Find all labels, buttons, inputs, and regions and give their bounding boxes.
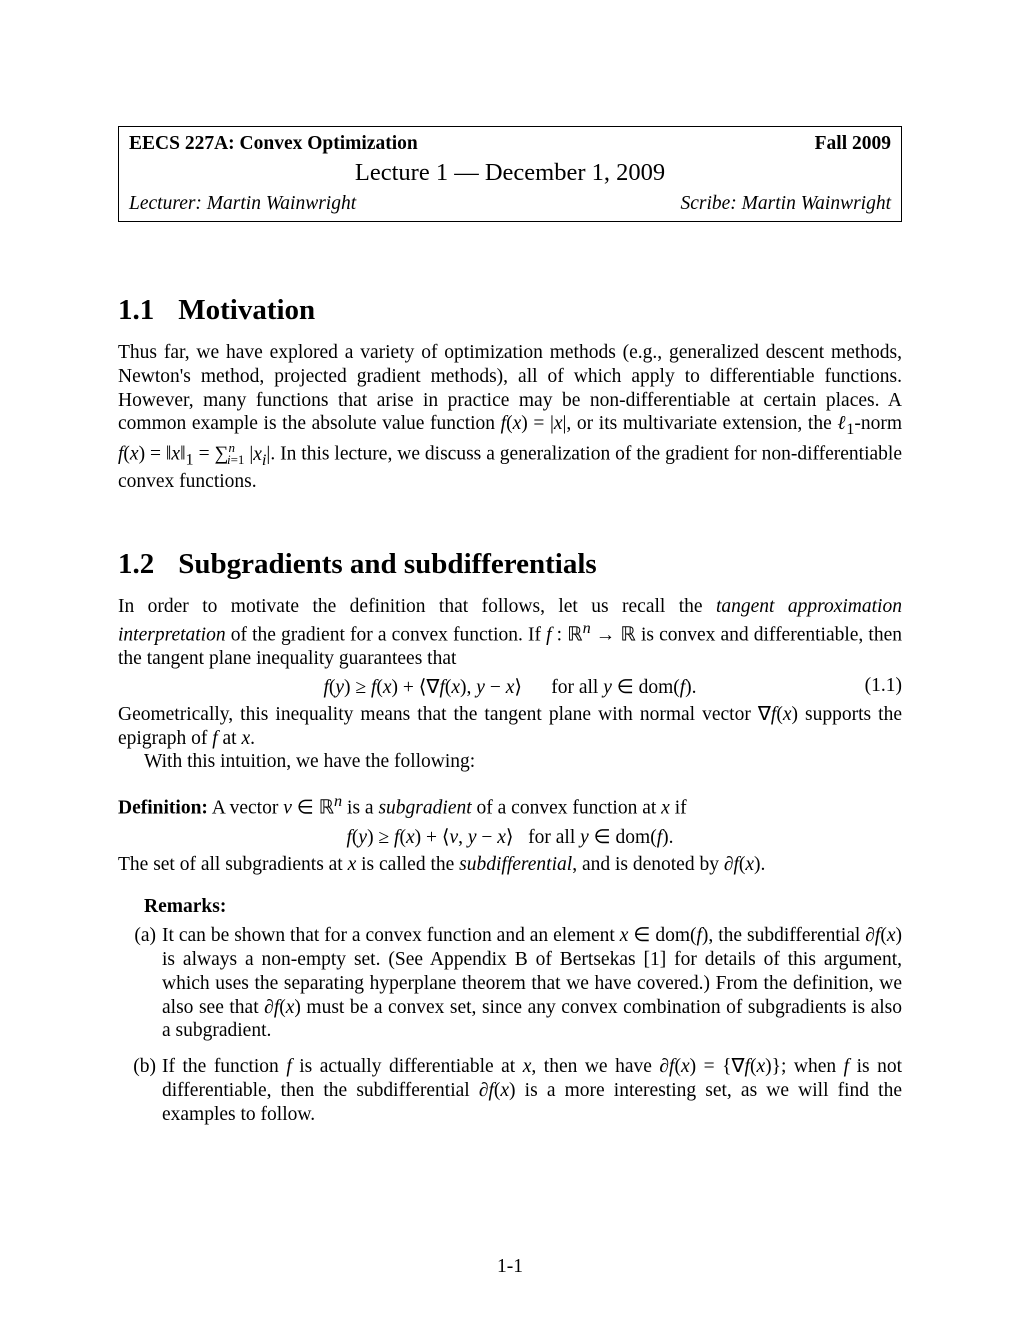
- section-1-title: Motivation: [178, 294, 315, 326]
- paragraph: The set of all subgradients at x is call…: [118, 853, 902, 877]
- remarks-label: Remarks:: [144, 896, 902, 918]
- remark-a: (a) It can be shown that for a convex fu…: [118, 924, 902, 1043]
- section-1-heading: 1.1 Motivation: [118, 294, 902, 327]
- equation-number: (1.1): [865, 675, 902, 697]
- lecture-header-box: EECS 227A: Convex Optimization Fall 2009…: [118, 126, 902, 222]
- header-row-2: Lecturer: Martin Wainwright Scribe: Mart…: [129, 193, 891, 215]
- page-number: 1-1: [0, 1256, 1020, 1278]
- paragraph: Thus far, we have explored a variety of …: [118, 341, 902, 494]
- remark-b: (b) If the function f is actually differ…: [118, 1055, 902, 1126]
- scribe: Scribe: Martin Wainwright: [680, 193, 891, 215]
- paragraph: In order to motivate the definition that…: [118, 595, 902, 671]
- equation-body: f(y) ≥ f(x) + ⟨∇f(x), y − x⟩ for all y ∈…: [323, 677, 696, 698]
- paragraph: With this intuition, we have the followi…: [118, 750, 902, 774]
- definition: Definition: A vector v ∈ ℝn is a subgrad…: [118, 792, 902, 820]
- lecturer: Lecturer: Martin Wainwright: [129, 193, 356, 215]
- remark-b-body: If the function f is actually differenti…: [162, 1055, 902, 1126]
- paragraph: Geometrically, this inequality means tha…: [118, 703, 902, 751]
- term: Fall 2009: [815, 133, 891, 155]
- section-2-heading: 1.2 Subgradients and subdifferentials: [118, 548, 902, 581]
- lecture-title: Lecture 1 — December 1, 2009: [129, 159, 891, 187]
- section-1-number: 1.1: [118, 294, 154, 326]
- equation-body: f(y) ≥ f(x) + ⟨v, y − x⟩ for all y ∈ dom…: [346, 827, 673, 848]
- definition-label: Definition:: [118, 798, 208, 819]
- page: EECS 227A: Convex Optimization Fall 2009…: [0, 0, 1020, 1320]
- equation-1-1: f(y) ≥ f(x) + ⟨∇f(x), y − x⟩ for all y ∈…: [118, 675, 902, 699]
- remark-b-label: (b): [118, 1055, 162, 1126]
- equation-def: f(y) ≥ f(x) + ⟨v, y − x⟩ for all y ∈ dom…: [118, 825, 902, 849]
- remark-a-body: It can be shown that for a convex functi…: [162, 924, 902, 1043]
- section-2-number: 1.2: [118, 548, 154, 580]
- remark-a-label: (a): [118, 924, 162, 1043]
- header-row-1: EECS 227A: Convex Optimization Fall 2009: [129, 133, 891, 155]
- course-title: EECS 227A: Convex Optimization: [129, 133, 418, 155]
- section-2-title: Subgradients and subdifferentials: [178, 548, 596, 580]
